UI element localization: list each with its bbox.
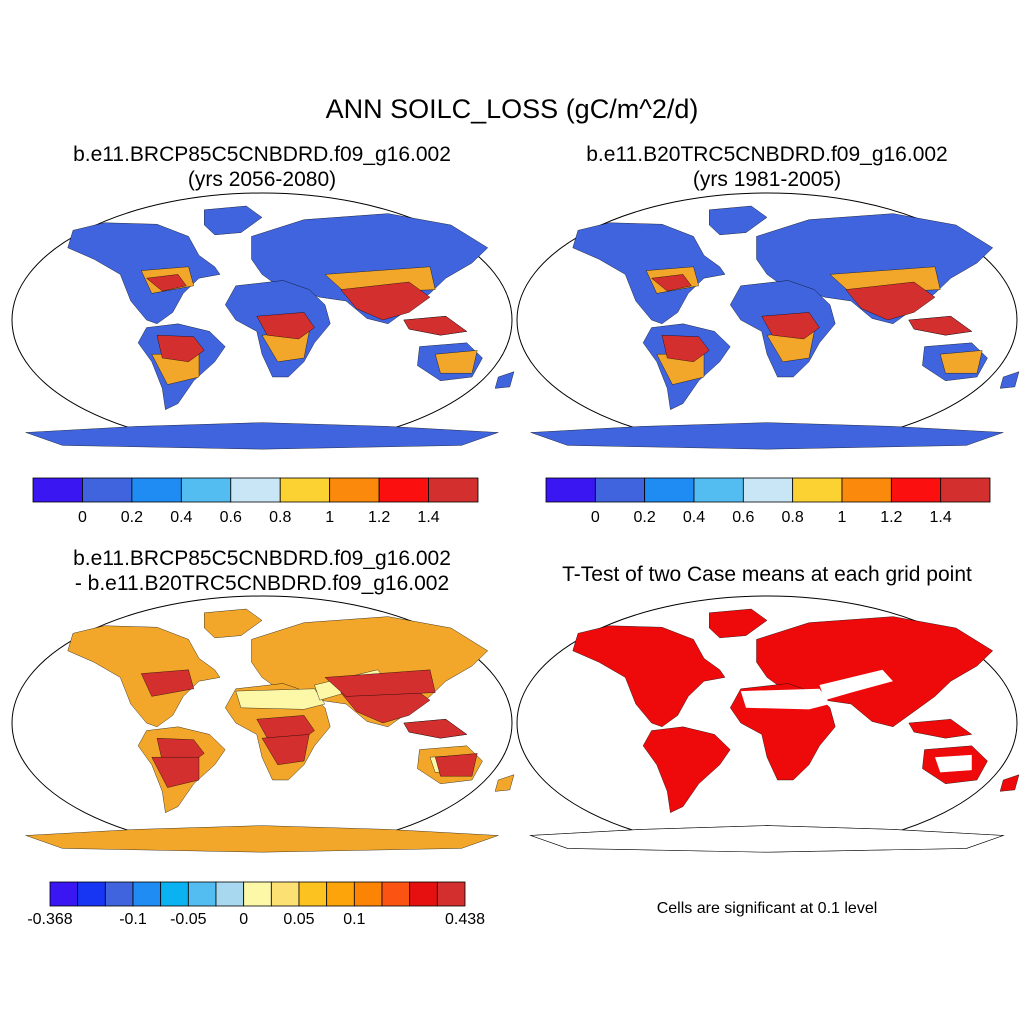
- colorbar-3-swatch: [215, 881, 245, 907]
- colorbar-3-swatch: [104, 881, 134, 907]
- colorbar-3-swatch: [353, 881, 383, 907]
- colorbar-3-swatch: [160, 881, 189, 907]
- colorbar-1-tick-label: 0.6: [220, 509, 242, 526]
- colorbar-1-tick-label: 1.4: [417, 509, 439, 526]
- colorbar-2-tick-label: 0.8: [782, 509, 804, 526]
- map-panel-3: [11, 595, 515, 853]
- colorbar-3-swatch: [243, 881, 272, 907]
- colorbar-3-swatch: [187, 881, 217, 907]
- colorbar-panel-1: 0 0.2 0.4 0.6 0.8 1 1.2 1.4: [32, 477, 479, 526]
- colorbar-2-swatch: [742, 477, 794, 503]
- colorbar-1-tick-label: 1.2: [368, 509, 390, 526]
- colorbar-2-swatch: [792, 477, 843, 503]
- colorbar-2-swatch: [644, 477, 695, 503]
- colorbar-1-tick-label: 0.2: [121, 509, 143, 526]
- colorbar-2-swatch: [841, 477, 892, 503]
- colorbar-1-swatch: [329, 477, 380, 503]
- colorbar-3-tick-label: 0.1: [343, 911, 365, 928]
- colorbar-1-tick-label: 0.8: [269, 509, 291, 526]
- panel-1-title: b.e11.BRCP85C5CNBDRD.f09_g16.002 (yrs 20…: [12, 142, 512, 192]
- colorbar-3-swatch: [381, 881, 411, 907]
- panel-1-title-line2: (yrs 2056-2080): [187, 168, 337, 191]
- colorbar-1-swatch: [378, 477, 429, 503]
- map-panel-4: [516, 595, 1020, 853]
- map-panel-1: [11, 192, 515, 450]
- colorbar-2-tick-label: 0.4: [683, 509, 705, 526]
- colorbar-3-tick-label: -0.368: [27, 911, 72, 928]
- panel-3-title-line2: - b.e11.B20TRC5CNBDRD.f09_g16.002: [74, 572, 450, 595]
- colorbar-2-swatch: [940, 477, 991, 503]
- colorbar-3-swatch: [77, 881, 106, 907]
- colorbar-panel-2: 0 0.2 0.4 0.6 0.8 1 1.2 1.4: [545, 477, 991, 526]
- colorbar-3-swatch: [270, 881, 300, 907]
- colorbar-2-tick-label: 1.4: [930, 509, 952, 526]
- colorbar-3-swatch: [132, 881, 162, 907]
- colorbar-1-swatch: [230, 477, 281, 503]
- colorbar-1-swatch: [279, 477, 331, 503]
- colorbar-3-tick-label: 0: [239, 911, 248, 928]
- colorbar-panel-3: -0.368 -0.1 -0.05 0 0.05 0.1 0.438: [27, 881, 485, 928]
- colorbar-1-swatch: [32, 477, 83, 503]
- panel-2-title-line1: b.e11.B20TRC5CNBDRD.f09_g16.002: [586, 143, 948, 166]
- colorbar-1-tick-label: 0: [78, 509, 87, 526]
- colorbar-3-swatch: [326, 881, 355, 907]
- colorbar-3-swatch: [298, 881, 328, 907]
- panel-4-note: Cells are significant at 0.1 level: [656, 900, 878, 917]
- colorbar-1-swatch: [82, 477, 133, 503]
- colorbar-3-swatch: [49, 881, 79, 907]
- colorbar-2-tick-label: 0.6: [732, 509, 754, 526]
- colorbar-2-tick-label: 0.2: [634, 509, 656, 526]
- colorbar-2-swatch: [594, 477, 646, 503]
- colorbar-2-tick-label: 0: [591, 509, 600, 526]
- colorbar-3-swatch: [409, 881, 438, 907]
- colorbar-2-tick-label: 1.2: [880, 509, 902, 526]
- colorbar-3-swatch: [436, 881, 466, 907]
- colorbar-2-swatch: [693, 477, 744, 503]
- panel-4-title: T-Test of two Case means at each grid po…: [562, 563, 972, 586]
- colorbar-3-tick-label: 0.438: [445, 911, 485, 928]
- colorbar-1-tick-label: 0.4: [170, 509, 192, 526]
- colorbar-1-swatch: [131, 477, 182, 503]
- colorbar-1-swatch: [428, 477, 479, 503]
- panel-1-title-line1: b.e11.BRCP85C5CNBDRD.f09_g16.002: [73, 143, 451, 166]
- panel-2-title-line2: (yrs 1981-2005): [692, 168, 842, 191]
- panel-3-title: b.e11.BRCP85C5CNBDRD.f09_g16.002 - b.e11…: [12, 546, 512, 596]
- colorbar-1-swatch: [180, 477, 232, 503]
- colorbar-3-tick-label: -0.05: [170, 911, 207, 928]
- map-4-antarctica-outline: [529, 825, 1005, 853]
- colorbar-1-tick-label: 1: [325, 509, 334, 526]
- colorbar-2-swatch: [890, 477, 942, 503]
- colorbar-3-tick-label: -0.1: [119, 911, 147, 928]
- colorbar-2-swatch: [545, 477, 596, 503]
- figure-title: ANN SOILC_LOSS (gC/m^2/d): [325, 94, 699, 124]
- colorbar-3-tick-label: 0.05: [283, 911, 314, 928]
- colorbar-2-tick-label: 1: [838, 509, 847, 526]
- panel-3-title-line1: b.e11.BRCP85C5CNBDRD.f09_g16.002: [73, 547, 451, 570]
- map-panel-2: [516, 192, 1020, 450]
- panel-2-title: b.e11.B20TRC5CNBDRD.f09_g16.002 (yrs 198…: [517, 142, 1017, 192]
